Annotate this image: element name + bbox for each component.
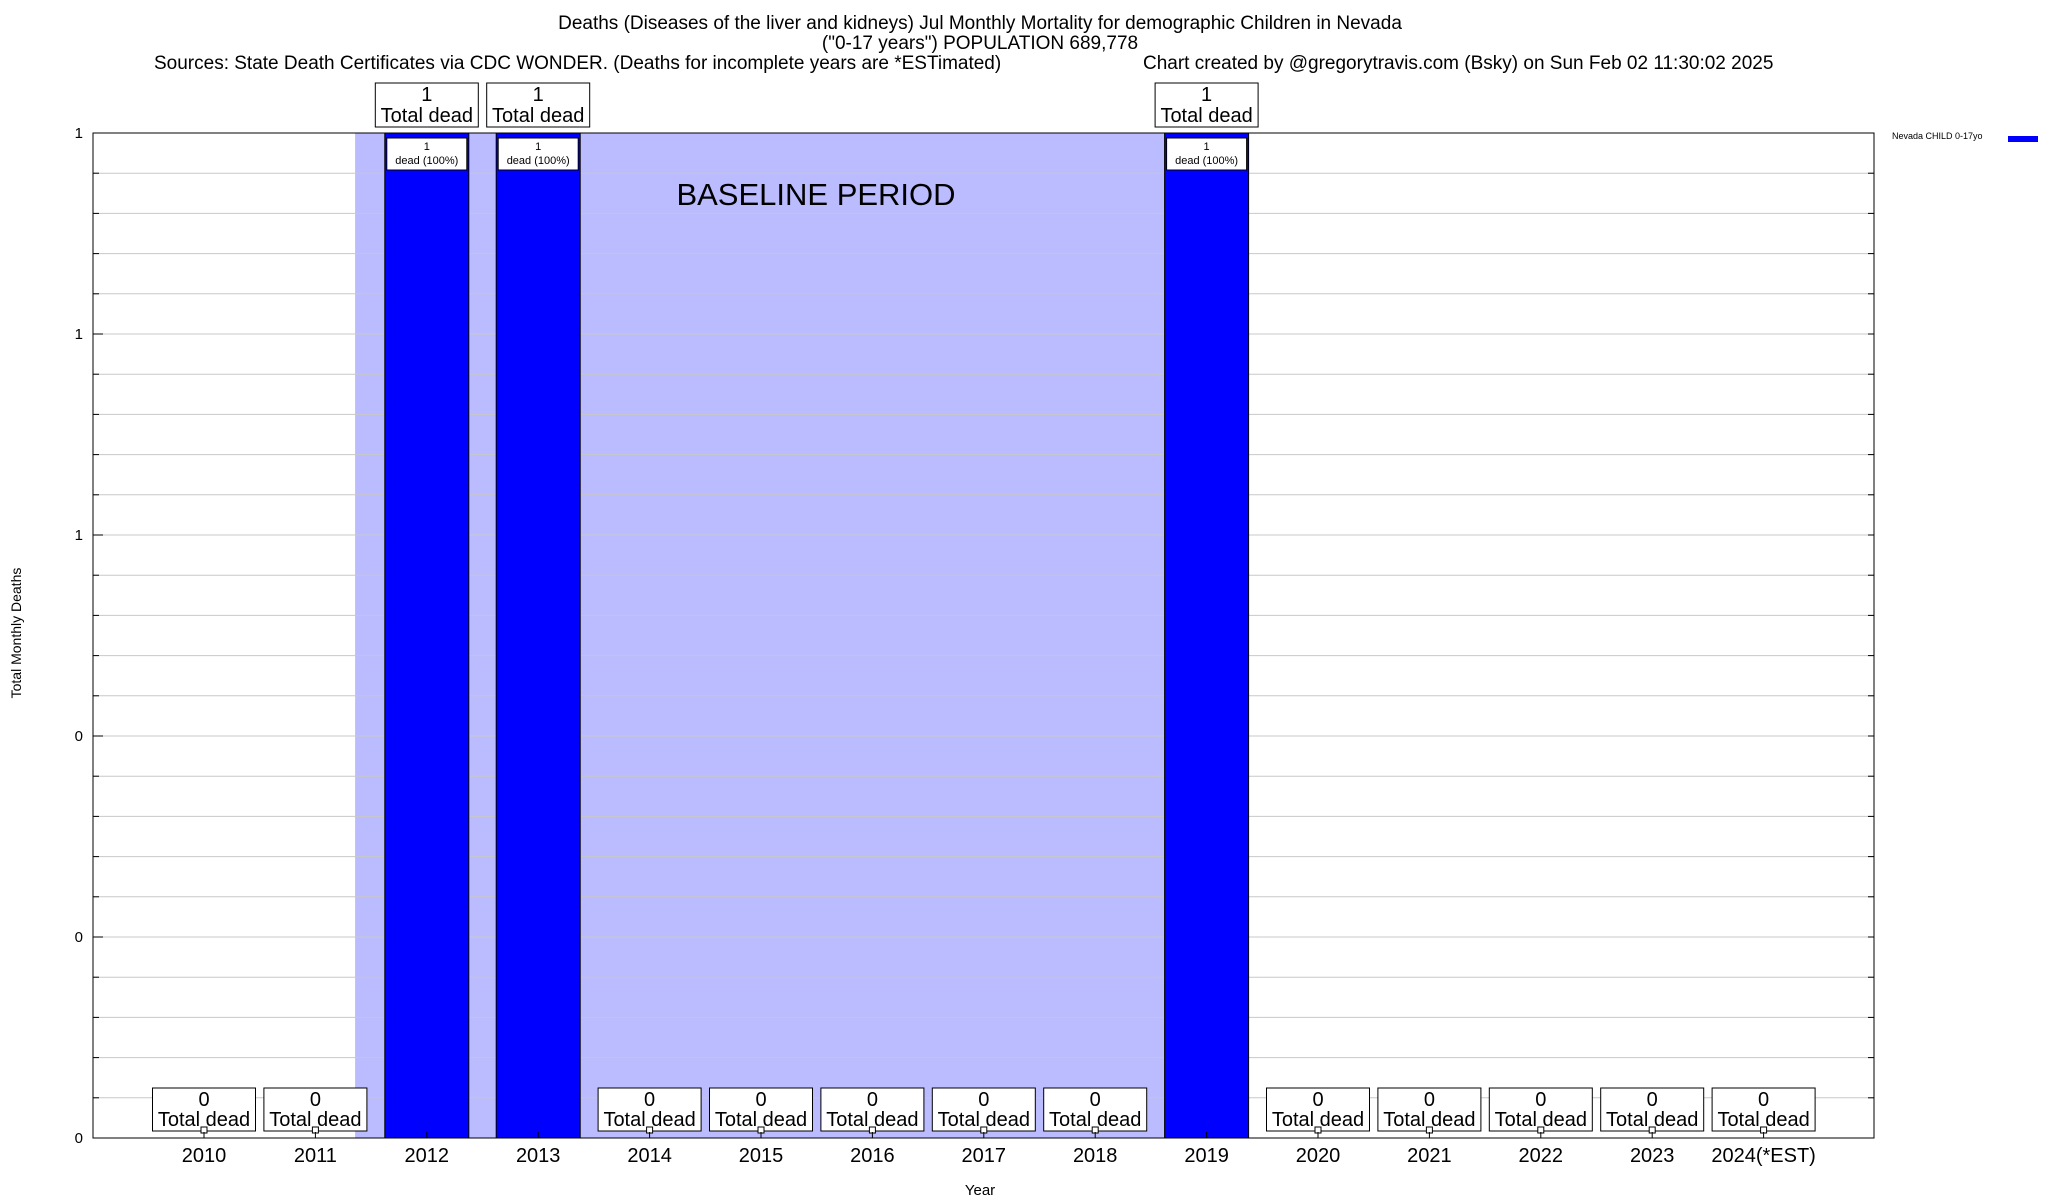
bar-value-label: 1 bbox=[1204, 141, 1210, 153]
chart-subtitle: ("0-17 years") POPULATION 689,778 bbox=[821, 33, 1139, 54]
total-dead-label: Total dead bbox=[826, 1109, 918, 1131]
bar-value-label: 1 bbox=[535, 141, 541, 153]
total-dead-label: Total dead bbox=[381, 105, 473, 127]
total-value-label: 0 bbox=[1758, 1089, 1769, 1111]
total-value-label: 0 bbox=[644, 1089, 655, 1111]
total-label-box bbox=[374, 82, 479, 128]
total-dead-label: Total dead bbox=[1495, 1109, 1587, 1131]
total-value-label: 0 bbox=[1535, 1089, 1546, 1111]
legend-label: Nevada CHILD 0-17yo bbox=[1892, 131, 1983, 141]
total-label-box bbox=[1154, 82, 1259, 128]
total-value-label: 0 bbox=[867, 1089, 878, 1111]
total-value-label: 0 bbox=[1647, 1089, 1658, 1111]
total-value-label: 0 bbox=[1312, 1089, 1323, 1111]
y-tick-label: 1 bbox=[75, 125, 83, 142]
y-tick-label: 0 bbox=[75, 929, 83, 946]
x-tick-label: 2022 bbox=[1519, 1145, 1564, 1167]
total-dead-label: Total dead bbox=[158, 1109, 250, 1131]
bar bbox=[1164, 132, 1250, 1139]
credit-note: Chart created by @gregorytravis.com (Bsk… bbox=[1143, 53, 1774, 74]
x-tick-label: 2011 bbox=[294, 1145, 337, 1167]
total-label-box bbox=[597, 1087, 702, 1132]
baseline-region bbox=[355, 133, 1247, 1138]
chart-title: Deaths (Diseases of the liver and kidney… bbox=[558, 13, 1402, 34]
total-value-label: 1 bbox=[533, 84, 544, 106]
total-label-box bbox=[1266, 1087, 1370, 1132]
total-dead-label: Total dead bbox=[1383, 1109, 1475, 1131]
total-value-label: 0 bbox=[755, 1089, 766, 1111]
bar-percent-label: dead (100%) bbox=[395, 155, 458, 167]
legend-swatch bbox=[2008, 136, 2038, 142]
bar-value-label: 1 bbox=[424, 141, 430, 153]
total-label-box bbox=[709, 1087, 813, 1132]
x-axis-label: Year bbox=[964, 1182, 996, 1199]
total-dead-label: Total dead bbox=[1717, 1109, 1809, 1131]
total-label-box bbox=[1711, 1087, 1816, 1132]
total-dead-label: Total dead bbox=[492, 105, 584, 127]
y-axis-label: Total Monthly Deaths bbox=[8, 567, 24, 699]
total-dead-label: Total dead bbox=[269, 1109, 361, 1131]
y-tick-label: 1 bbox=[75, 527, 83, 544]
baseline-label: BASELINE PERIOD bbox=[676, 177, 955, 212]
total-dead-label: Total dead bbox=[715, 1109, 807, 1131]
total-dead-label: Total dead bbox=[603, 1109, 695, 1131]
x-tick-label: 2014 bbox=[627, 1145, 672, 1167]
x-tick-label: 2018 bbox=[1073, 1145, 1118, 1167]
bar-percent-label: dead (100%) bbox=[507, 155, 570, 167]
plot-border bbox=[92, 132, 1875, 1139]
total-value-label: 0 bbox=[1090, 1089, 1101, 1111]
bar-label-box bbox=[1166, 137, 1248, 171]
total-value-label: 0 bbox=[978, 1089, 989, 1111]
sources-note: Sources: State Death Certificates via CD… bbox=[154, 53, 1002, 74]
total-value-label: 1 bbox=[1201, 84, 1212, 106]
total-dead-label: Total dead bbox=[1160, 105, 1252, 127]
total-dead-label: Total dead bbox=[1606, 1109, 1698, 1131]
total-value-label: 0 bbox=[198, 1089, 209, 1111]
x-tick-label: 2021 bbox=[1407, 1145, 1452, 1167]
x-tick-label: 2015 bbox=[739, 1145, 784, 1167]
y-tick-label: 0 bbox=[75, 728, 83, 745]
y-tick-label: 0 bbox=[75, 1130, 83, 1147]
total-dead-label: Total dead bbox=[938, 1109, 1030, 1131]
bar-label-box bbox=[386, 137, 468, 171]
x-tick-label: 2020 bbox=[1296, 1145, 1341, 1167]
x-tick-label: 2016 bbox=[850, 1145, 895, 1167]
bar-percent-label: dead (100%) bbox=[1175, 155, 1238, 167]
total-value-label: 1 bbox=[421, 84, 432, 106]
x-tick-label: 2012 bbox=[405, 1145, 450, 1167]
bar-label-box bbox=[497, 137, 579, 171]
x-tick-label: 2010 bbox=[182, 1145, 227, 1167]
x-tick-label: 2013 bbox=[516, 1145, 561, 1167]
y-tick-label: 1 bbox=[75, 326, 83, 343]
total-dead-label: Total dead bbox=[1049, 1109, 1141, 1131]
total-value-label: 0 bbox=[310, 1089, 321, 1111]
total-value-label: 0 bbox=[1424, 1089, 1435, 1111]
x-tick-label: 2023 bbox=[1630, 1145, 1675, 1167]
total-dead-label: Total dead bbox=[1272, 1109, 1364, 1131]
bar bbox=[495, 132, 581, 1139]
x-tick-label: 2017 bbox=[962, 1145, 1007, 1167]
x-tick-label: 2019 bbox=[1184, 1145, 1229, 1167]
total-label-box bbox=[1488, 1087, 1593, 1132]
total-label-box bbox=[1600, 1087, 1705, 1132]
x-tick-label: 2024(*EST) bbox=[1711, 1145, 1816, 1167]
total-label-box bbox=[931, 1087, 1036, 1132]
bar bbox=[384, 132, 470, 1139]
total-label-box bbox=[486, 82, 591, 128]
